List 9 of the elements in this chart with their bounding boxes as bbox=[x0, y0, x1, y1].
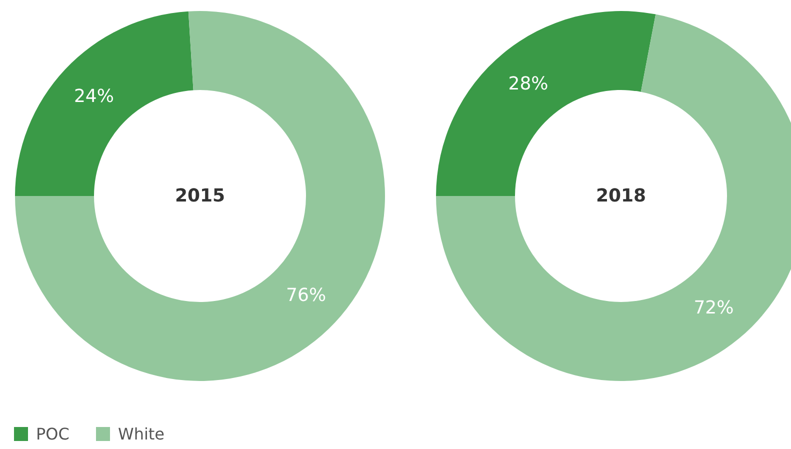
donut-slice bbox=[15, 11, 385, 381]
data-label: 72% bbox=[694, 298, 734, 319]
legend-label: White bbox=[118, 424, 165, 444]
text: 2018 bbox=[596, 186, 646, 206]
data-label: 76% bbox=[286, 285, 326, 306]
data-label: 24% bbox=[74, 86, 114, 107]
data-label: 28% bbox=[508, 73, 548, 94]
legend-label: POC bbox=[36, 424, 70, 444]
text: 2015 bbox=[174, 186, 226, 206]
